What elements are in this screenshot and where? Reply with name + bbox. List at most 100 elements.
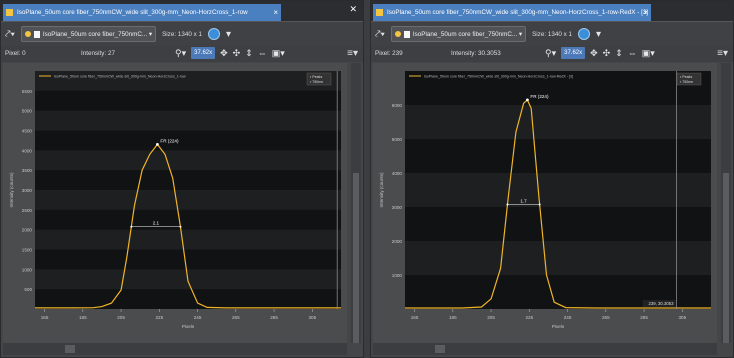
y-tick-label: 3000: [392, 205, 403, 210]
chevron-down-icon[interactable]: ▾: [225, 28, 232, 40]
document-tab[interactable]: IsoPlane_50um core fiber_750nmCW_wide sl…: [3, 4, 281, 21]
y-tick-label: 2500: [22, 208, 33, 213]
display-mode-icon[interactable]: ⤤▾: [375, 28, 385, 40]
x-tick-label: 165: [41, 315, 49, 320]
menu-icon[interactable]: ≡▾: [347, 48, 358, 59]
document-icon: [376, 9, 383, 16]
y-tick-label: 1000: [22, 267, 33, 272]
zoom-level[interactable]: 37.62x: [561, 47, 586, 59]
window-close-icon[interactable]: ✕: [349, 4, 357, 14]
pan-icon[interactable]: ✣: [602, 47, 611, 58]
y-tick-label: 500: [24, 287, 32, 292]
pan-icon[interactable]: ✣: [232, 47, 241, 58]
pixel-readout: Pixel: 0: [5, 50, 26, 57]
globe-icon[interactable]: [577, 28, 590, 40]
x-tick-label: 285: [270, 315, 278, 320]
scroll-thumb[interactable]: [353, 173, 359, 343]
horizontal-scrollbar[interactable]: [373, 343, 717, 355]
fwhm-marker: [538, 203, 541, 206]
y-tick-label: 3000: [22, 188, 33, 193]
y-tick-label: 2000: [392, 239, 403, 244]
tab-close-icon[interactable]: ×: [643, 8, 648, 17]
chevron-down-icon: ▾: [147, 30, 153, 38]
export-icon[interactable]: ▣▾: [271, 47, 285, 58]
plot-area[interactable]: 1000 2000 3000 4000 5000 6000 165 185 205 225 245 2…: [373, 63, 717, 343]
zoom-all-icon[interactable]: ✥: [590, 47, 598, 58]
vertical-scrollbar[interactable]: [721, 63, 731, 343]
y-tick-label: 4500: [22, 129, 33, 134]
fwhm-marker: [130, 225, 133, 228]
y-tick-label: 3500: [22, 168, 33, 173]
peak-marker: [526, 98, 529, 102]
x-tick-label: 205: [117, 315, 125, 320]
x-tick-label: 225: [525, 315, 533, 320]
zoom-vertical-icon[interactable]: ⇕: [615, 47, 623, 58]
grid-band: [35, 71, 341, 91]
x-axis-label: Pixels: [182, 324, 195, 329]
y-axis-label: Intensity (counts): [379, 172, 384, 207]
x-tick-label: 245: [564, 315, 572, 320]
peak-marker: [156, 142, 159, 146]
dataset-dropdown[interactable]: IsoPlane_50um core fiber_750nmC... ▾: [390, 26, 527, 42]
dataset-label: IsoPlane_50um core fiber_750nmC...: [42, 30, 148, 38]
peak-label: FR (224): [530, 94, 549, 99]
zoom-vertical-icon[interactable]: ⇕: [245, 47, 253, 58]
x-tick-label: 305: [308, 315, 316, 320]
size-label: Size: 1340 x 1: [162, 30, 202, 38]
y-axis-label: Intensity (counts): [9, 172, 14, 207]
grid-band: [35, 110, 341, 131]
scroll-thumb[interactable]: [723, 173, 729, 343]
display-mode-icon[interactable]: ⤤▾: [5, 28, 15, 40]
dataset-dropdown[interactable]: IsoPlane_50um core fiber_750nmC... ▾: [20, 26, 157, 42]
fwhm-label: 1.7: [520, 198, 527, 203]
y-tick-label: 4000: [22, 148, 33, 153]
tab-bar: IsoPlane_50um core fiber_750nmCW_wide sl…: [371, 1, 733, 21]
globe-icon[interactable]: [207, 28, 220, 40]
grid-band: [405, 241, 711, 275]
spectrum-chart[interactable]: 1000 2000 3000 4000 5000 6000 165 185 205 225 245 2…: [373, 63, 717, 343]
document-tab[interactable]: IsoPlane_50um core fiber_750nmCW_wide sl…: [373, 4, 651, 21]
tab-close-icon[interactable]: ×: [273, 8, 278, 17]
fwhm-label: 2.1: [153, 221, 160, 226]
spectrum-window-right: IsoPlane_50um core fiber_750nmCW_wide sl…: [370, 0, 734, 358]
plot-area[interactable]: 500 1000 1500 2000 2500 3000 3500 4000 4500 5000 5…: [3, 63, 347, 343]
grid-band: [405, 105, 711, 139]
peak-label: FR (224): [160, 138, 179, 143]
document-icon: [33, 30, 40, 38]
export-icon[interactable]: ▣▾: [641, 47, 655, 58]
horizontal-scrollbar[interactable]: [3, 343, 347, 355]
menu-icon[interactable]: ≡▾: [717, 48, 728, 59]
y-tick-label: 5000: [22, 109, 33, 114]
scroll-thumb[interactable]: [435, 345, 445, 353]
y-tick-label: 5500: [22, 89, 33, 94]
y-tick-label: 1500: [22, 248, 33, 253]
status-bar: Pixel: 239 Intensity: 30.3053 ⚲▾ 37.62x …: [371, 46, 733, 62]
document-icon: [403, 30, 410, 38]
zoom-controls: ⚲▾ 37.62x ✥ ✣ ⇕ ⇔ ▣▾: [545, 47, 655, 59]
zoom-icon[interactable]: ⚲▾: [175, 47, 187, 58]
zoom-icon[interactable]: ⚲▾: [545, 47, 557, 58]
grid-band: [35, 190, 341, 210]
zoom-level[interactable]: 37.62x: [191, 47, 216, 59]
spectrum-chart[interactable]: 500 1000 1500 2000 2500 3000 3500 4000 4500 5000 5…: [3, 63, 347, 343]
legend-item: ▪ 750nm: [310, 80, 323, 84]
cursor-readout-box: [642, 300, 676, 307]
y-tick-label: 6000: [392, 103, 403, 108]
x-tick-label: 185: [449, 315, 457, 320]
legend-box: [676, 72, 702, 86]
fwhm-marker: [506, 203, 509, 206]
cursor-readout: 239, 30.3053: [648, 301, 674, 306]
document-icon: [6, 9, 13, 16]
zoom-all-icon[interactable]: ✥: [220, 47, 228, 58]
vertical-scrollbar[interactable]: [351, 63, 361, 343]
legend-item: ▪ Peaks: [310, 75, 322, 79]
zoom-horizontal-icon[interactable]: ⇔: [627, 48, 637, 58]
zoom-horizontal-icon[interactable]: ⇔: [257, 48, 267, 58]
dataset-label: IsoPlane_50um core fiber_750nmC...: [412, 30, 518, 38]
toolbar: ⤤▾ IsoPlane_50um core fiber_750nmC... ▾ …: [371, 21, 733, 46]
grid-band: [405, 173, 711, 207]
pixel-readout: Pixel: 239: [375, 50, 403, 57]
scroll-thumb[interactable]: [65, 345, 75, 353]
x-tick-label: 205: [487, 315, 495, 320]
chevron-down-icon[interactable]: ▾: [595, 28, 602, 40]
